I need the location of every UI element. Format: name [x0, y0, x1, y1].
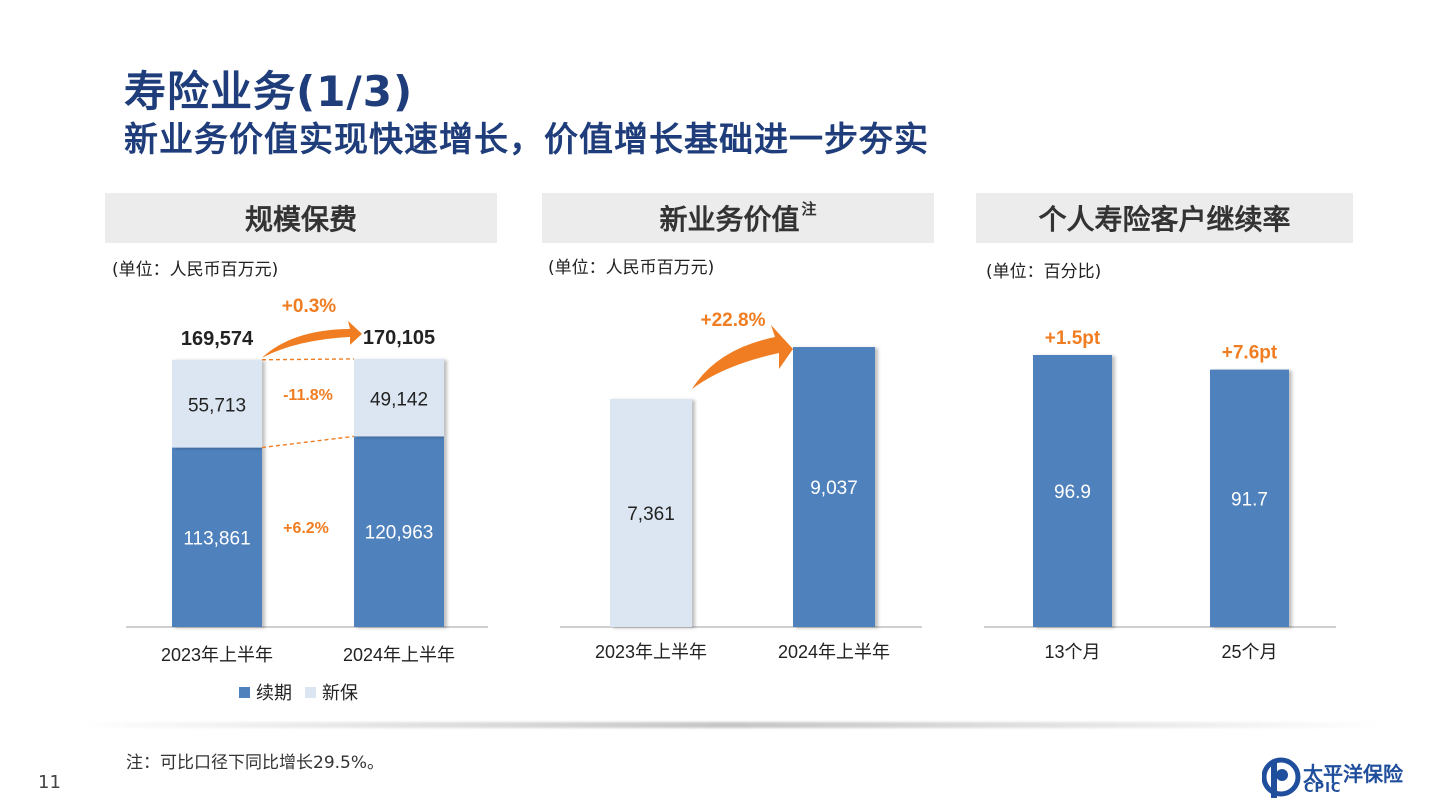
total-label: 169,574 [181, 328, 254, 350]
chart-premium: 113,861 55,713 169,574 2023年上半年 120,963 49,14… [126, 296, 488, 703]
bar-renewal [172, 447, 262, 627]
panel-title-note: 注 [801, 199, 817, 218]
cpic-logo-icon [1262, 757, 1301, 798]
unit-nbv: (单位：人民币百万元) [548, 258, 715, 278]
legend-swatch-new-business [305, 687, 316, 698]
x-tick-label: 2024年上半年 [343, 645, 455, 665]
panel-title-persistency: 个人寿险客户继续率 [1038, 203, 1291, 236]
growth-label-new-business: -11.8% [283, 387, 333, 404]
logo-text-cn: 太平洋保险 [1303, 762, 1403, 786]
x-tick-label: 25个月 [1221, 642, 1277, 662]
bar-label-new-business: 49,142 [370, 390, 428, 411]
growth-label-total: +0.3% [282, 296, 337, 317]
bar-new-business [172, 359, 262, 448]
bar-renewal [354, 436, 444, 627]
x-tick-label: 13个月 [1044, 642, 1100, 662]
unit-persistency: (单位：百分比) [986, 262, 1102, 282]
legend-swatch-renewal [239, 687, 250, 698]
panel-title-nbv: 新业务价值 [659, 203, 800, 236]
bar-label: 7,361 [627, 504, 675, 525]
bar-label-renewal: 113,861 [183, 528, 250, 549]
footer-divider [80, 722, 1380, 728]
legend-label-renewal: 续期 [256, 683, 292, 703]
change-label: +1.5pt [1045, 328, 1101, 349]
page-subtitle: 新业务价值实现快速增长，价值增长基础进一步夯实 [124, 120, 929, 160]
connector-top [261, 358, 355, 361]
panel-header-nbv: 新业务价值注 [542, 193, 934, 243]
page-title: 寿险业务(1/3) [124, 67, 414, 116]
bar-label-renewal: 120,963 [365, 523, 434, 544]
legend-label-new-business: 新保 [322, 683, 358, 703]
chart-persistency: 96.9 +1.5pt 13个月 91.7 +7.6pt 25个月 [984, 328, 1336, 662]
change-label: +7.6pt [1222, 343, 1278, 364]
x-tick-label: 2023年上半年 [161, 645, 273, 665]
panel-title-premium: 规模保费 [244, 203, 357, 236]
bar-new-business [354, 358, 444, 437]
bar [793, 347, 875, 627]
panel-header-premium: 规模保费 [105, 193, 497, 243]
bar [1210, 369, 1289, 627]
bar-label: 91.7 [1231, 489, 1268, 510]
total-label: 170,105 [363, 327, 435, 349]
growth-arrow [692, 325, 793, 389]
bar [1033, 355, 1112, 627]
growth-label-renewal: +6.2% [283, 520, 329, 537]
growth-arrow [262, 320, 362, 358]
growth-label: +22.8% [701, 310, 766, 331]
logo-text-en: CPIC [1304, 781, 1342, 796]
x-tick-label: 2023年上半年 [595, 642, 707, 662]
bar [610, 398, 692, 627]
connector-mid [261, 435, 355, 449]
unit-premium: (单位：人民币百万元) [112, 260, 279, 280]
panel-header-persistency: 个人寿险客户继续率 [976, 193, 1353, 243]
bar-label: 96.9 [1054, 482, 1091, 503]
page-number: 11 [38, 772, 61, 793]
chart-nbv: 7,361 2023年上半年 9,037 2024年上半年 +22.8% [560, 310, 922, 662]
bar-label-new-business: 55,713 [188, 396, 246, 417]
x-tick-label: 2024年上半年 [778, 642, 890, 662]
bar-label: 9,037 [810, 478, 858, 499]
footnote: 注：可比口径下同比增长29.5%。 [126, 753, 385, 773]
